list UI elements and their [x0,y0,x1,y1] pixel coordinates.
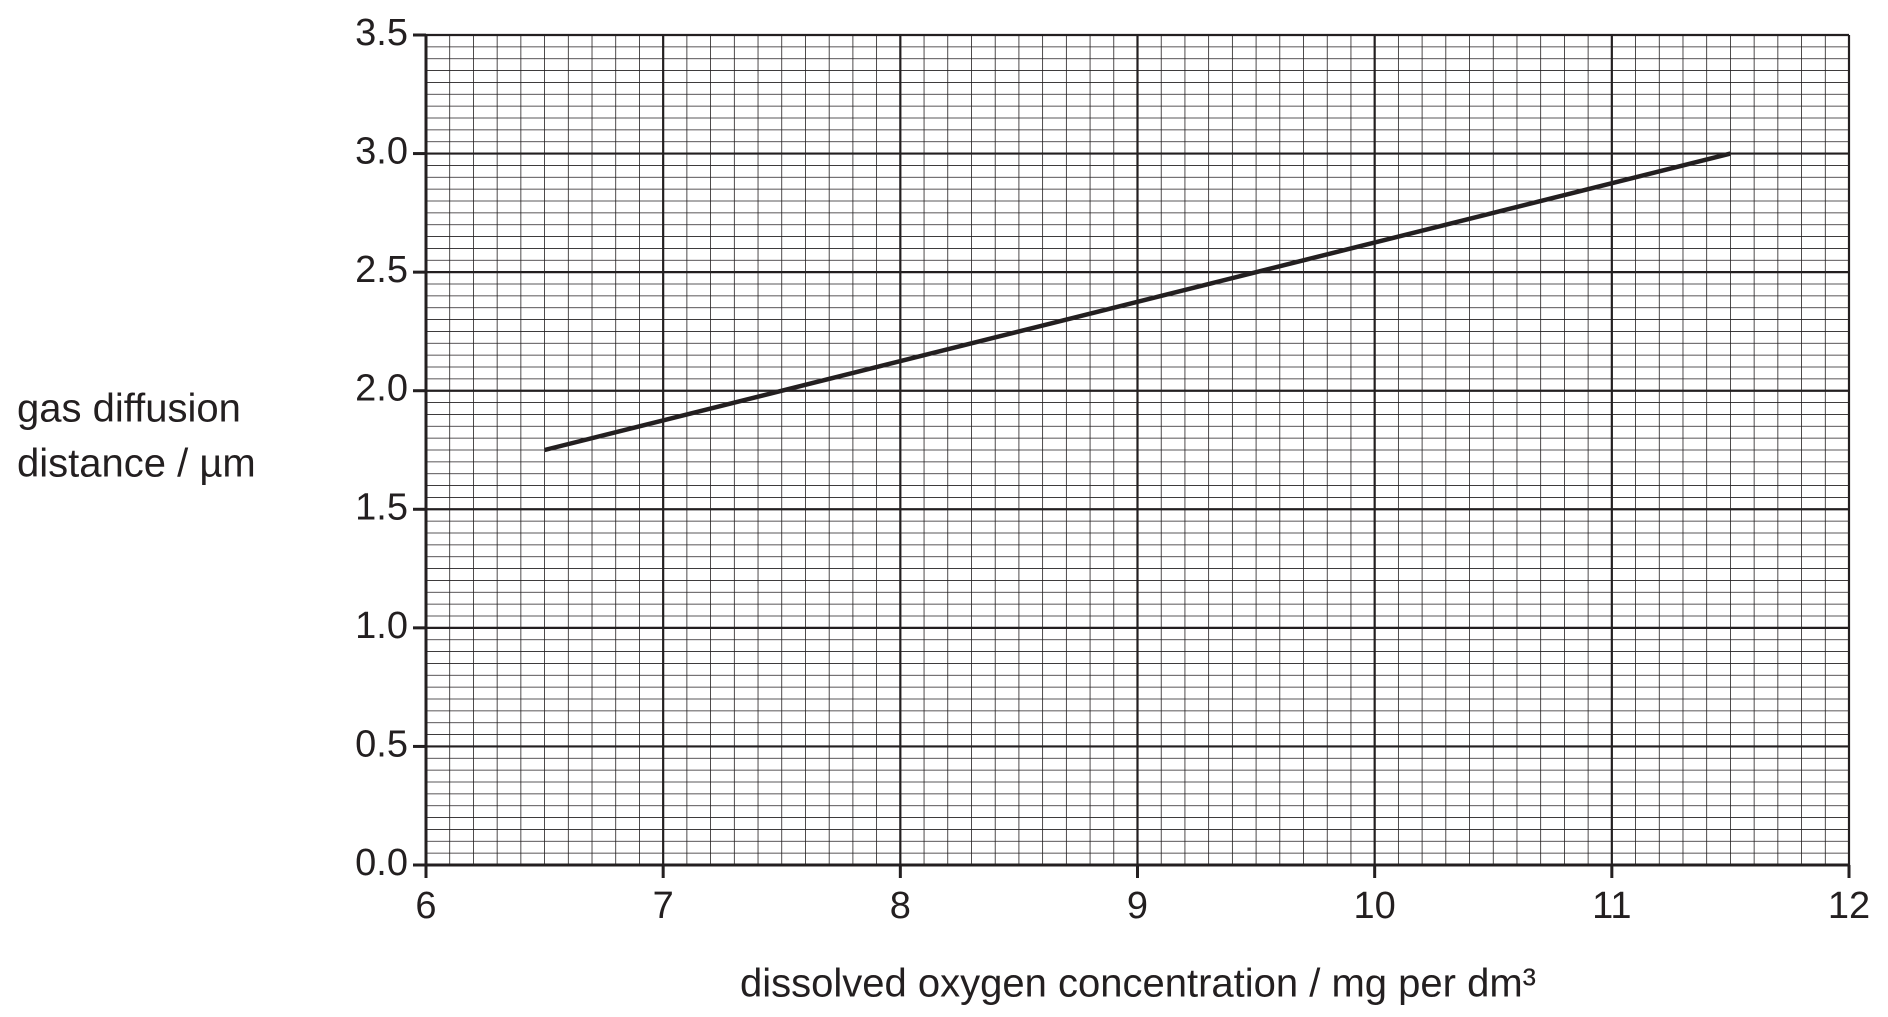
y-axis-label: distance / µm [17,442,256,486]
x-axis-label: dissolved oxygen concentration / mg per … [740,962,1536,1006]
y-tick-label: 3.5 [355,12,408,54]
y-tick-label: 2.0 [355,368,408,410]
x-tick-label: 7 [653,885,674,927]
y-tick-label: 3.0 [355,131,408,173]
x-tick-label: 12 [1828,885,1870,927]
y-tick-label: 1.0 [355,605,408,647]
y-tick-label: 0.0 [355,842,408,884]
x-tick-label: 11 [1592,885,1631,927]
x-tick-label: 10 [1354,885,1396,927]
x-tick-label: 6 [415,885,436,927]
y-tick-label: 1.5 [355,486,408,528]
x-tick-label: 8 [890,885,911,927]
y-tick-label: 0.5 [355,723,408,765]
x-tick-label: 9 [1127,885,1148,927]
data-line [544,151,1731,453]
y-axis-label: gas diffusion [17,387,241,431]
y-tick-label: 2.5 [355,249,408,291]
